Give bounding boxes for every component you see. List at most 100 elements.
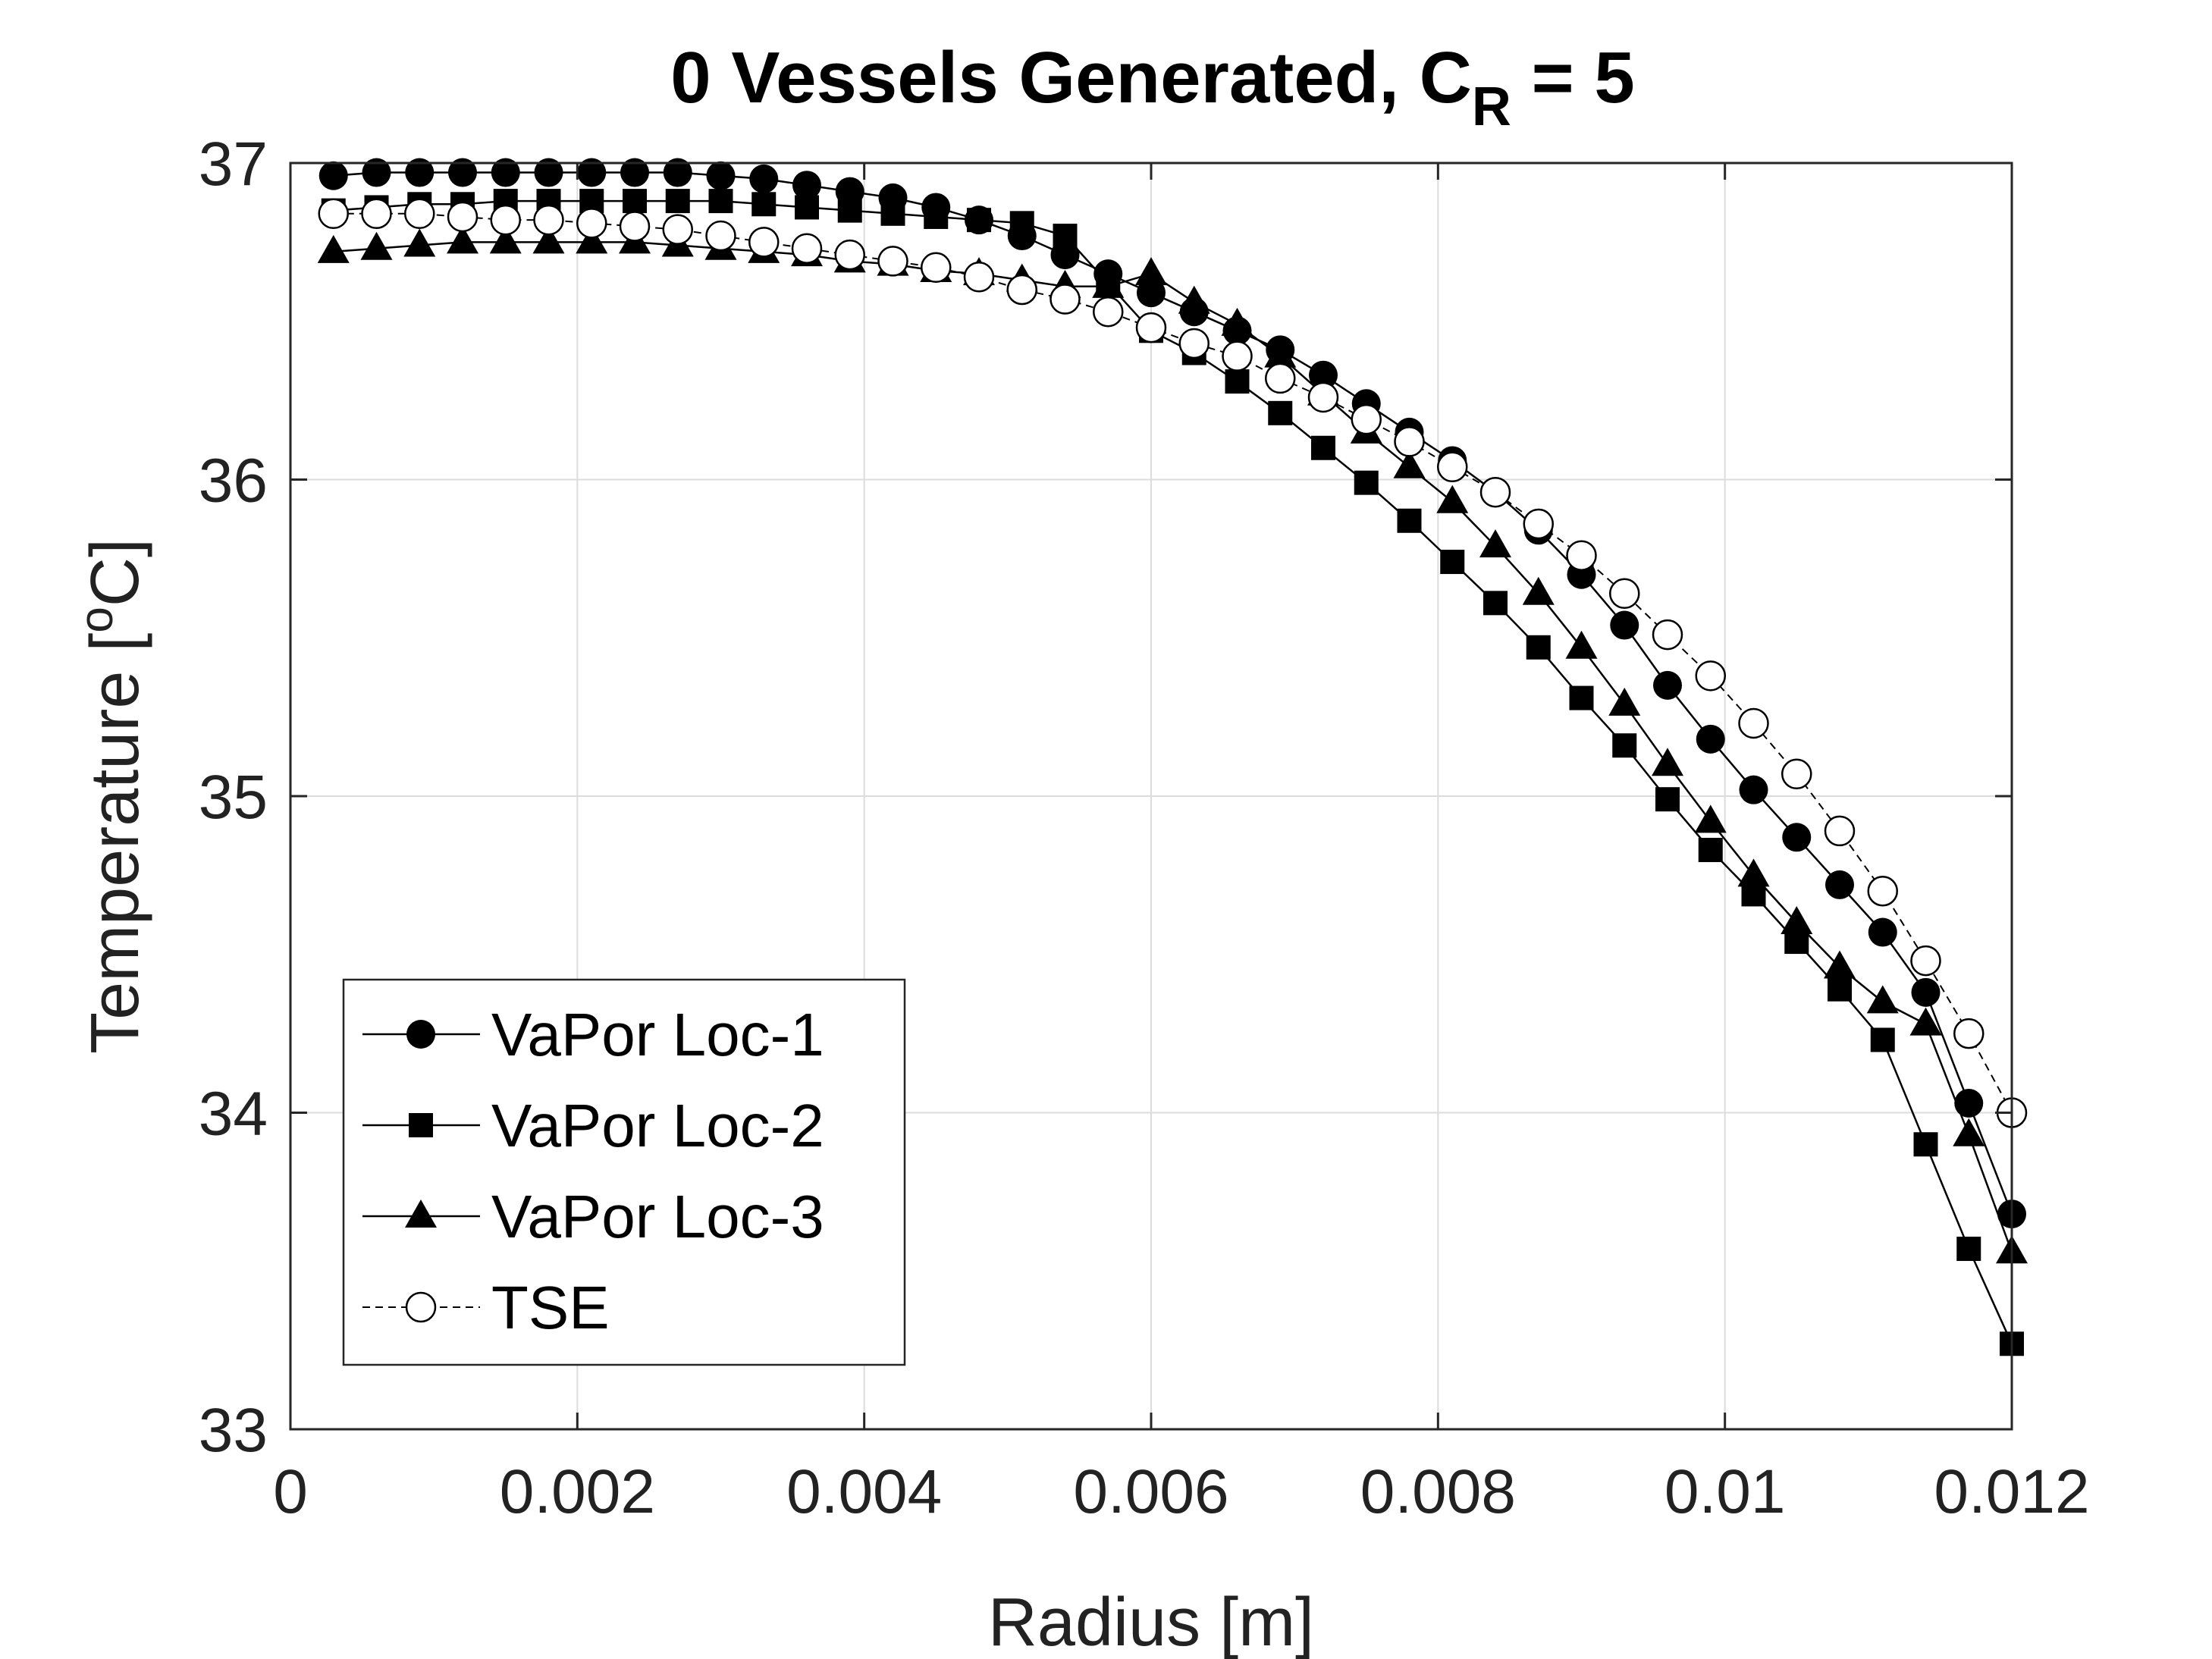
data-point	[749, 164, 779, 193]
data-point	[1652, 748, 1683, 776]
series-markers	[317, 158, 2028, 1356]
data-point	[1608, 687, 1641, 716]
data-point	[1652, 619, 1683, 651]
data-point	[1178, 328, 1210, 359]
data-point	[404, 198, 435, 230]
data-point	[1739, 775, 1768, 804]
data-point	[1569, 685, 1594, 710]
data-point	[837, 198, 862, 223]
data-point	[1781, 906, 1813, 934]
data-point	[576, 225, 608, 254]
data-point	[317, 234, 350, 263]
data-point	[1092, 269, 1125, 298]
data-point	[1953, 1018, 1985, 1049]
data-point	[1781, 758, 1812, 790]
data-point	[1911, 977, 1941, 1007]
y-axis-label: Temperature [oC]	[71, 538, 153, 1054]
y-axis-label-superscript: o	[71, 607, 123, 632]
data-point	[921, 252, 952, 284]
data-point	[1053, 224, 1078, 249]
data-point	[403, 228, 436, 257]
data-point	[1309, 360, 1338, 390]
x-tick-label: 0.012	[1934, 1457, 2089, 1526]
data-point	[748, 227, 780, 258]
series-line-4	[333, 212, 2013, 1113]
data-point	[490, 204, 521, 236]
y-axis-label-prefix: Temperature [	[77, 633, 153, 1054]
data-point	[662, 214, 693, 245]
data-point	[1397, 508, 1422, 533]
data-point	[318, 161, 348, 190]
x-tick-label: 0.008	[1360, 1457, 1516, 1526]
legend-label-3: VaPor Loc-3	[491, 1183, 824, 1250]
data-point	[751, 192, 777, 217]
legend: VaPor Loc-1 VaPor Loc-2 VaPor Loc-3 TSE	[342, 978, 906, 1366]
data-point	[1866, 985, 1899, 1014]
data-point	[1913, 1132, 1938, 1157]
data-point	[1222, 340, 1253, 372]
data-point	[1264, 339, 1297, 368]
y-tick-label: 36	[199, 447, 268, 516]
data-point	[1824, 950, 1856, 979]
chart-title: 0 Vessels Generated, CR = 5	[670, 37, 1634, 137]
data-point	[619, 211, 651, 242]
data-point	[880, 201, 905, 226]
data-point	[491, 158, 520, 187]
data-point	[1522, 576, 1555, 605]
data-point	[360, 231, 393, 260]
data-point	[1782, 823, 1812, 852]
data-point	[706, 161, 736, 190]
data-point	[663, 158, 692, 187]
data-point	[1523, 508, 1554, 540]
data-point	[1825, 870, 1854, 899]
data-point	[1354, 470, 1379, 495]
data-point	[1050, 284, 1081, 315]
data-point	[1694, 804, 1727, 833]
data-point	[1221, 307, 1253, 336]
data-point	[1954, 1088, 1984, 1118]
data-point	[532, 225, 565, 254]
data-point	[1868, 917, 1897, 947]
series-markers-4	[318, 198, 2028, 1128]
data-point	[1870, 1027, 1895, 1052]
series-line-1	[333, 171, 2013, 1215]
y-tick-label: 35	[199, 763, 268, 832]
data-point	[795, 195, 819, 220]
data-point	[967, 208, 991, 233]
chart-title-main: 0 Vessels Generated, C	[670, 37, 1472, 118]
legend-label-2: VaPor Loc-2	[491, 1092, 824, 1159]
data-point	[1867, 876, 1898, 907]
legend-marker-2	[409, 1113, 433, 1137]
data-point	[1738, 707, 1769, 739]
data-point	[1824, 815, 1856, 847]
data-point	[1093, 296, 1124, 328]
chart-title-suffix: = 5	[1511, 37, 1635, 118]
data-point	[1009, 211, 1034, 236]
series-line-2	[333, 199, 2013, 1344]
data-point	[1655, 787, 1680, 812]
data-point	[1828, 977, 1852, 1002]
data-point	[1307, 381, 1339, 413]
data-point	[1436, 485, 1469, 513]
data-point	[1394, 426, 1425, 457]
legend-label-1: VaPor Loc-1	[491, 1001, 824, 1068]
data-point	[1695, 660, 1726, 692]
legend-marker-3	[405, 1200, 437, 1228]
data-point	[620, 158, 649, 187]
data-point	[1696, 724, 1725, 754]
data-point	[1178, 285, 1210, 314]
data-point	[665, 189, 690, 214]
data-point	[1135, 257, 1167, 286]
data-point	[708, 189, 733, 214]
data-point	[1698, 837, 1723, 862]
data-point	[448, 158, 477, 187]
data-point	[1565, 630, 1598, 659]
data-point	[834, 239, 865, 271]
y-tick-label: 37	[199, 130, 268, 199]
data-point	[791, 233, 823, 264]
data-point	[1610, 610, 1639, 640]
data-point	[623, 189, 647, 214]
y-axis-label-suffix: C]	[77, 538, 153, 607]
data-point	[1311, 435, 1335, 460]
